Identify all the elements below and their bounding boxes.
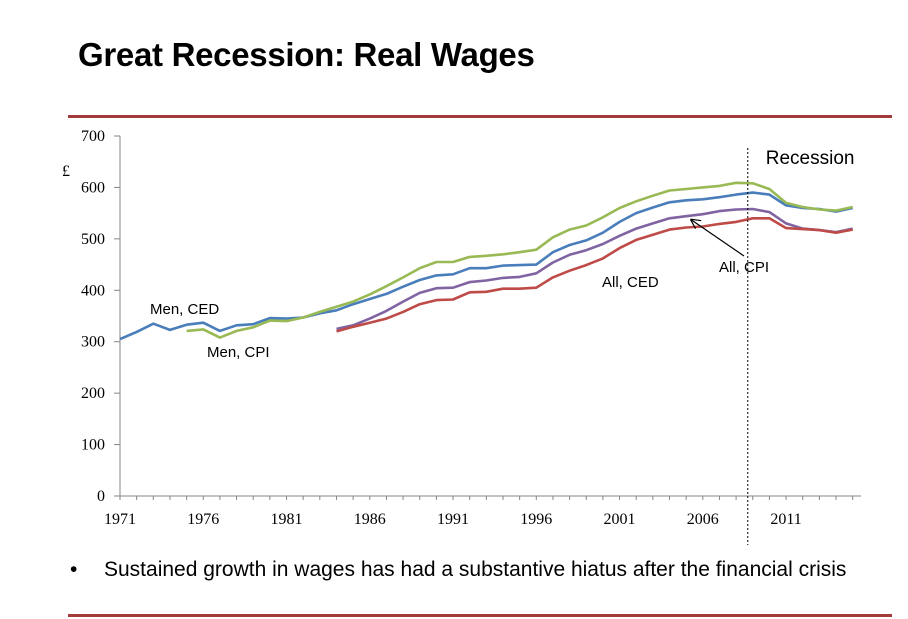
series-line-3 (336, 217, 853, 333)
real-wages-line-chart: 0 100 200 300 400 500 600 700 £1971 1976 1981 1986 1… (62, 128, 861, 545)
series-annotation-3: All, CPI (719, 259, 769, 276)
series-line-2 (336, 207, 853, 331)
x-tick-label: 1986 (354, 511, 386, 528)
series-line-1 (186, 181, 853, 339)
bullet-point: • Sustained growth in wages has had a su… (68, 556, 868, 583)
y-tick-label: 600 (81, 179, 105, 196)
series-annotation-1: Men, CPI (207, 344, 270, 361)
chart-annotation-layer: Recession Men, CED Men, CPI All, CED All, CP… (150, 148, 854, 361)
y-tick-label: 300 (81, 334, 105, 351)
slide-title: Great Recession: Real Wages (78, 36, 535, 73)
series-annotation-0: Men, CED (150, 301, 219, 318)
chart-series-layer (119, 148, 853, 545)
y-tick-label: 0 (97, 488, 105, 505)
x-tick-label: 2001 (604, 511, 636, 528)
series-line-0 (119, 191, 853, 341)
x-tick-label: 1991 (437, 511, 469, 528)
y-tick-label: 500 (81, 231, 105, 248)
y-tick-label: 700 (81, 128, 105, 145)
footer-divider (68, 614, 892, 617)
bullet-text: Sustained growth in wages has had a subs… (104, 558, 847, 581)
title-divider (68, 115, 892, 118)
chart-axes: 0 100 200 300 400 500 600 700 £1971 1976 1981 1986 1… (62, 128, 861, 528)
x-tick-label: 2011 (770, 511, 801, 528)
x-tick-label: 2006 (687, 511, 719, 528)
series-annotation-2: All, CED (602, 274, 659, 291)
y-tick-label: 200 (81, 385, 105, 402)
x-tick-label: 1981 (271, 511, 303, 528)
recession-label: Recession (766, 148, 855, 169)
y-tick-label: 100 (81, 437, 105, 454)
x-tick-label: 1971 (104, 511, 136, 528)
y-tick-label: 400 (81, 282, 105, 299)
x-tick-label: 1976 (187, 511, 219, 528)
annotation-arrow (691, 220, 745, 257)
x-tick-label: 1996 (520, 511, 552, 528)
y-unit-label: £ (62, 163, 70, 180)
bullet-symbol: • (70, 558, 78, 581)
